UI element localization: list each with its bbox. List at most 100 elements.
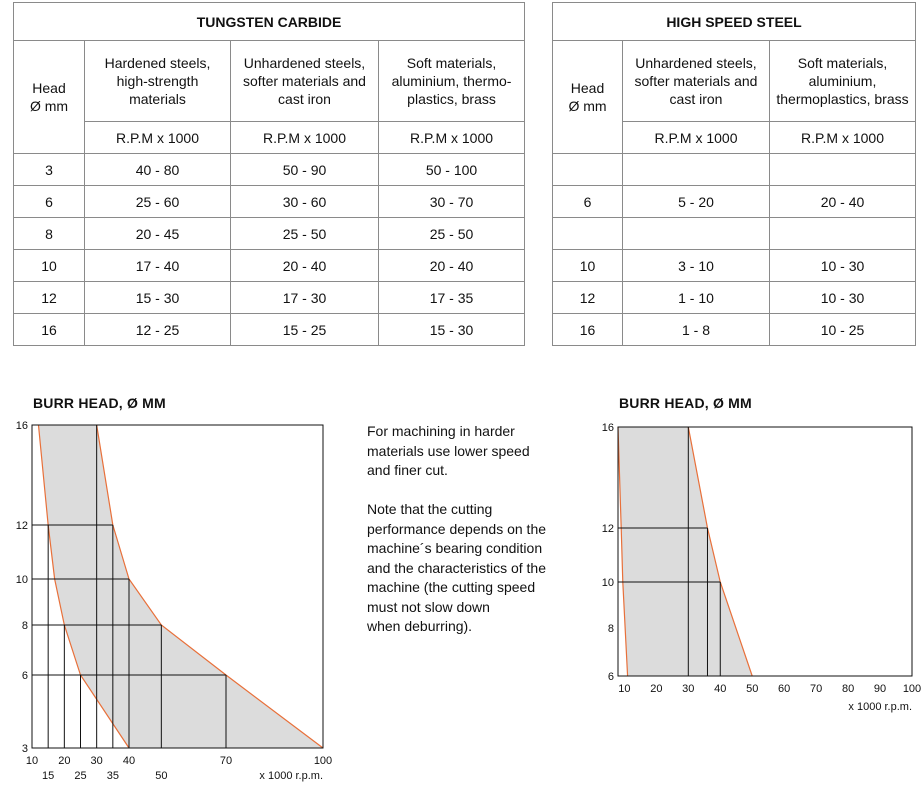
table-cell (552, 153, 623, 186)
table-cell: 3 - 10 (622, 249, 770, 282)
hss-speed-chart: 6 8 10 12 16 10 20 30 40 50 60 70 80 90 100 x 1000 r.p.… (602, 422, 921, 713)
column-header: Soft materials, aluminium, thermo-plasti… (377, 40, 526, 122)
table-cell: 10 (552, 249, 623, 282)
table-cell: 12 (13, 281, 85, 314)
lower-speed-curve (37, 424, 130, 749)
header-row: Head Ø mm Unhardened steels, softer mate… (552, 40, 916, 154)
table-cell: 3 (13, 153, 85, 186)
column-header: Soft materials, aluminium, thermoplastic… (769, 40, 916, 122)
plot-frame (31, 424, 324, 749)
y-tick-label: 8 (608, 623, 614, 635)
table-cell: 20 - 40 (769, 185, 916, 218)
table-row: 10 17 - 40 20 - 40 20 - 40 (13, 249, 526, 282)
table-cell: 15 - 25 (230, 313, 379, 346)
chart-title-hss: BURR HEAD, Ø MM (619, 395, 752, 411)
table-row: 8 20 - 45 25 - 50 25 - 50 (13, 217, 526, 250)
x-tick-label: 100 (314, 755, 332, 767)
table-cell: 25 - 60 (84, 185, 231, 218)
table-cell: 10 - 30 (769, 249, 916, 282)
high-speed-steel-table: HIGH SPEED STEEL Head Ø mm Unhardened st… (552, 2, 916, 346)
table-row: 12 15 - 30 17 - 30 17 - 35 (13, 281, 526, 314)
x-tick-label: 40 (123, 755, 135, 767)
y-tick-label: 12 (16, 520, 28, 532)
y-tick-label: 6 (22, 670, 28, 682)
table-cell: 17 - 35 (377, 281, 526, 314)
unit-label: R.P.M x 1000 (84, 121, 231, 154)
table-cell: 6 (13, 185, 85, 218)
x-tick-label: 15 (42, 770, 54, 782)
table-cell (622, 217, 770, 250)
machining-note: For machining in harder materials use lo… (367, 423, 547, 634)
x-tick-label: 10 (618, 683, 630, 695)
table-cell (552, 217, 623, 250)
y-tick-label: 10 (16, 574, 28, 586)
unit-row: R.P.M x 1000 R.P.M x 1000 R.P.M x 1000 (14, 121, 526, 154)
upper-speed-curve (687, 426, 753, 677)
plot-frame (617, 426, 913, 677)
chart-title-carbide: BURR HEAD, Ø MM (33, 395, 166, 411)
table-title: HIGH SPEED STEEL (552, 2, 916, 41)
table-cell (622, 153, 770, 186)
x-axis-label: x 1000 r.p.m. (259, 770, 323, 782)
upper-speed-curve (96, 424, 324, 749)
table-cell: 25 - 50 (230, 217, 379, 250)
table-cell: 40 - 80 (84, 153, 231, 186)
table-cell: 30 - 70 (377, 185, 526, 218)
x-tick-label: 20 (650, 683, 662, 695)
unit-label: R.P.M x 1000 (230, 121, 379, 154)
table-cell: 1 - 8 (622, 313, 770, 346)
table-cell: 20 - 40 (377, 249, 526, 282)
table-cell: 30 - 60 (230, 185, 379, 218)
column-header-head-diameter: Head Ø mm (552, 40, 623, 154)
y-tick-label: 16 (16, 420, 28, 432)
x-tick-label: 100 (903, 683, 921, 695)
unit-label: R.P.M x 1000 (377, 121, 526, 154)
table-cell: 17 - 30 (230, 281, 379, 314)
table-cell: 25 - 50 (377, 217, 526, 250)
table-cell: 17 - 40 (84, 249, 231, 282)
table-row: 3 40 - 80 50 - 90 50 - 100 (13, 153, 526, 186)
table-title: TUNGSTEN CARBIDE (12, 2, 526, 41)
column-header: Hardened steels, high-strength materials (84, 40, 231, 122)
x-tick-label: 50 (746, 683, 758, 695)
header-row: Head Ø mm Hardened steels, high-strength… (13, 40, 526, 154)
table-row: 6 25 - 60 30 - 60 30 - 70 (13, 185, 526, 218)
unit-label: R.P.M x 1000 (769, 121, 916, 154)
table-cell: 16 (552, 313, 623, 346)
x-tick-label: 40 (714, 683, 726, 695)
column-header: Unhardened steels, softer materials and … (230, 40, 379, 122)
carbide-speed-chart: 3 6 8 10 12 16 10 20 30 40 70 100 15 25 35 50 x 1000 r.p… (16, 420, 332, 782)
x-tick-label: 50 (155, 770, 167, 782)
table-cell: 12 - 25 (84, 313, 231, 346)
table-row (552, 217, 916, 250)
table-row: 10 3 - 10 10 - 30 (552, 249, 916, 282)
table-cell: 12 (552, 281, 623, 314)
table-cell: 10 - 30 (769, 281, 916, 314)
table-cell: 1 - 10 (622, 281, 770, 314)
y-tick-label: 6 (608, 671, 614, 683)
table-row: 16 1 - 8 10 - 25 (552, 313, 916, 346)
x-tick-label: 80 (842, 683, 854, 695)
x-tick-label: 25 (74, 770, 86, 782)
x-tick-label: 90 (874, 683, 886, 695)
y-tick-label: 3 (22, 743, 28, 755)
column-header: Unhardened steels, softer materials and … (622, 40, 770, 122)
table-cell: 20 - 45 (84, 217, 231, 250)
table-cell: 50 - 100 (377, 153, 526, 186)
table-cell (769, 217, 916, 250)
table-row: 16 12 - 25 15 - 25 15 - 30 (13, 313, 526, 346)
table-cell: 50 - 90 (230, 153, 379, 186)
table-cell: 16 (13, 313, 85, 346)
y-tick-label: 10 (602, 577, 614, 589)
unit-row: R.P.M x 1000 R.P.M x 1000 (553, 121, 916, 154)
x-tick-label: 60 (778, 683, 790, 695)
unit-label: R.P.M x 1000 (622, 121, 770, 154)
table-cell: 15 - 30 (377, 313, 526, 346)
table-cell: 10 - 25 (769, 313, 916, 346)
x-tick-label: 70 (810, 683, 822, 695)
speed-range-band (38, 425, 323, 748)
x-tick-label: 70 (220, 755, 232, 767)
table-cell: 5 - 20 (622, 185, 770, 218)
table-cell: 15 - 30 (84, 281, 231, 314)
x-tick-label: 30 (682, 683, 694, 695)
